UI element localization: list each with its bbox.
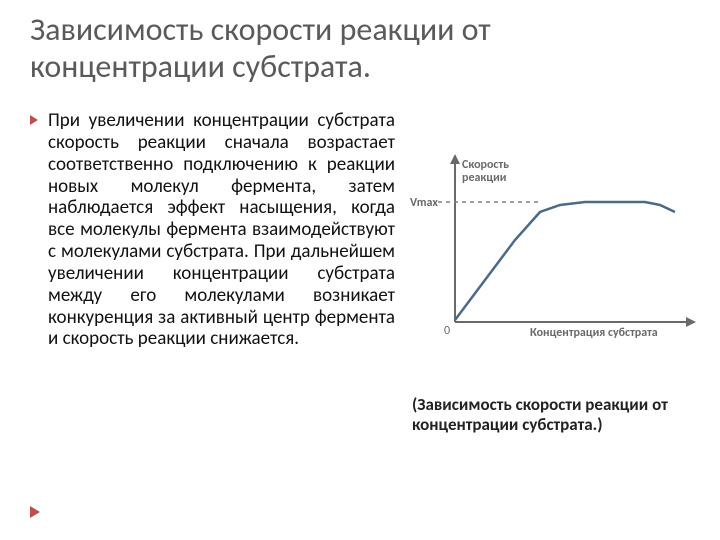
chart-caption: (Зависимость скорости реакции от концент… [412,395,702,436]
slide-title: Зависимость скорости реакции от концентр… [30,12,690,86]
vmax-label: Vmax [410,196,438,210]
chart-svg: Скорость реакции Vmax 0 Концентрация суб… [400,150,700,360]
origin-label: 0 [444,324,450,338]
body-text-content: При увеличении концентрации субстрата ск… [48,110,395,350]
y-axis-label: Скорость реакции [462,158,512,185]
y-label-line2: реакции [462,171,506,185]
y-axis-arrow-icon [450,154,460,164]
substrate-chart: Скорость реакции Vmax 0 Концентрация суб… [400,150,700,360]
reaction-curve [455,202,675,320]
y-label-line1: Скорость [462,158,509,172]
x-axis-label: Концентрация субстрата [530,326,658,340]
footer-bullet-icon [30,506,40,518]
x-axis-arrow-icon [686,317,696,327]
slide: Зависимость скорости реакции от концентр… [0,0,720,540]
body-paragraph: При увеличении концентрации субстрата ск… [30,110,395,350]
